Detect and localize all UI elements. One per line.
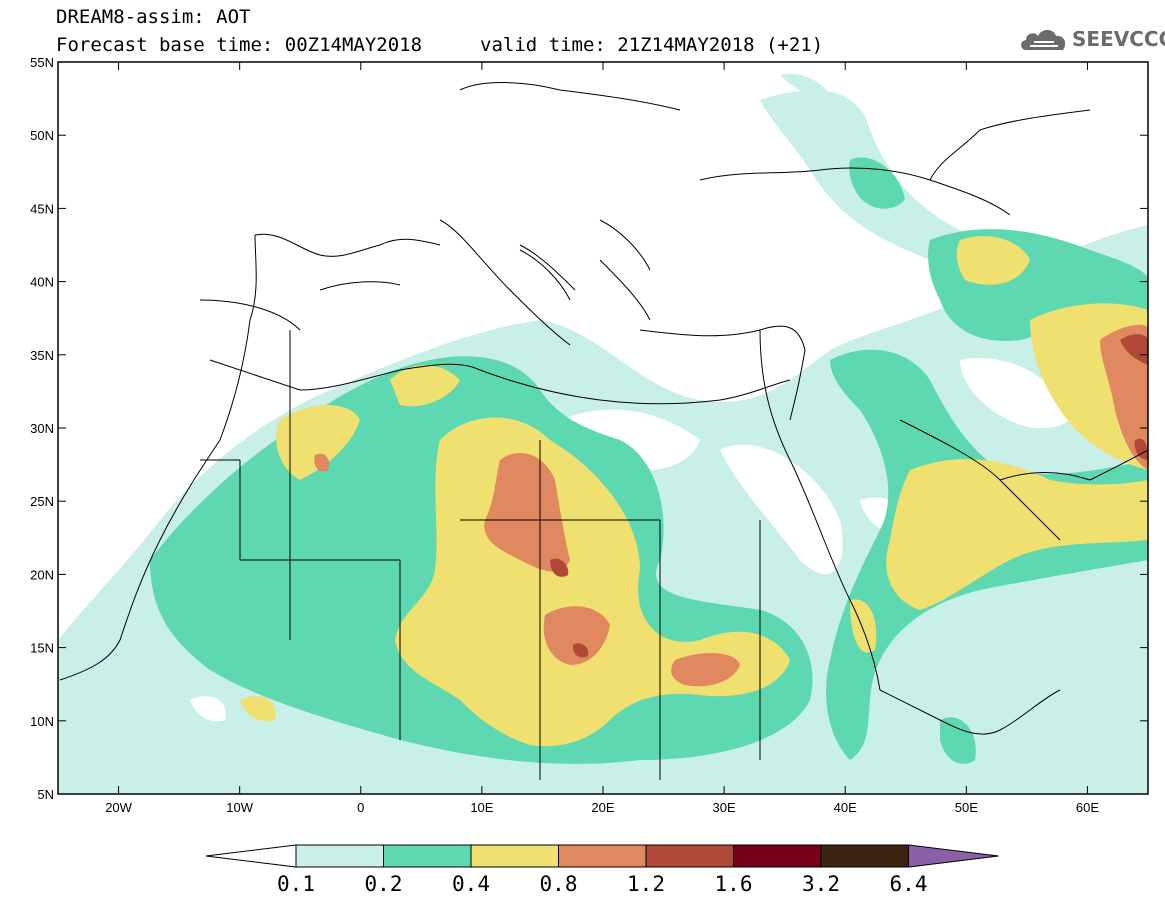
- colorbar-segment: [383, 844, 472, 868]
- aot-field-0.8: [314, 324, 1148, 687]
- lon-tick-label: 50E: [955, 800, 978, 815]
- valid-time: valid time: 21Z14MAY2018 (+21): [480, 34, 824, 56]
- forecast-base-time: Forecast base time: 00Z14MAY2018: [56, 34, 423, 56]
- colorbar-segment: [645, 844, 734, 868]
- lat-tick-label: 10N: [30, 714, 54, 729]
- lon-tick-label: 60E: [1076, 800, 1099, 815]
- colorbar-under: [205, 844, 297, 868]
- lat-tick-label: 45N: [30, 201, 54, 216]
- latitude-axis: 55N 50N 45N 40N 35N 30N 25N 20N 15N 10N 5N: [30, 55, 1148, 802]
- longitude-axis: 20W 10W 0 10E 20E 30E 40E 50E 60E: [105, 62, 1099, 815]
- lon-tick-label: 20E: [591, 800, 614, 815]
- colorbar-segment: [733, 844, 822, 868]
- lat-tick-label: 20N: [30, 567, 54, 582]
- lat-tick-label: 50N: [30, 128, 54, 143]
- colorbar-segment: [470, 844, 559, 868]
- lat-tick-label: 40N: [30, 275, 54, 290]
- aot-field-1.2: [550, 334, 1148, 658]
- colorbar-label: 0.1: [277, 872, 315, 896]
- colorbar-segment: [820, 844, 909, 868]
- seevccc-logo: SEEVCCC: [1018, 24, 1165, 56]
- lon-tick-label: 40E: [834, 800, 857, 815]
- lon-tick-label: 10E: [470, 800, 493, 815]
- cloud-icon: [1021, 30, 1066, 50]
- lon-tick-label: 0: [357, 800, 364, 815]
- chart-title: DREAM8-assim: AOT: [56, 6, 251, 28]
- lat-tick-label: 15N: [30, 641, 54, 656]
- colorbar-label: 1.2: [627, 872, 665, 896]
- colorbar-label: 6.4: [890, 872, 928, 896]
- lon-tick-label: 20W: [105, 800, 132, 815]
- colorbar-label: 0.4: [452, 872, 490, 896]
- colorbar-label: 3.2: [802, 872, 840, 896]
- colorbar-label: 1.6: [715, 872, 753, 896]
- lat-tick-label: 30N: [30, 421, 54, 436]
- colorbar-segment: [295, 844, 384, 868]
- colorbar-label: 0.2: [365, 872, 403, 896]
- colorbar: 0.1 0.2 0.4 0.8 1.2 1.6 3.2 6.4: [205, 844, 999, 896]
- lat-tick-label: 5N: [37, 787, 54, 802]
- lon-tick-label: 30E: [713, 800, 736, 815]
- lon-tick-label: 10W: [226, 800, 253, 815]
- colorbar-label: 0.8: [540, 872, 578, 896]
- coastlines: [59, 82, 1148, 780]
- lat-tick-label: 55N: [30, 55, 54, 70]
- colorbar-segment: [558, 844, 647, 868]
- logo-text: SEEVCCC: [1072, 27, 1165, 51]
- colorbar-over: [908, 844, 999, 868]
- lat-tick-label: 25N: [30, 494, 54, 509]
- lat-tick-label: 35N: [30, 348, 54, 363]
